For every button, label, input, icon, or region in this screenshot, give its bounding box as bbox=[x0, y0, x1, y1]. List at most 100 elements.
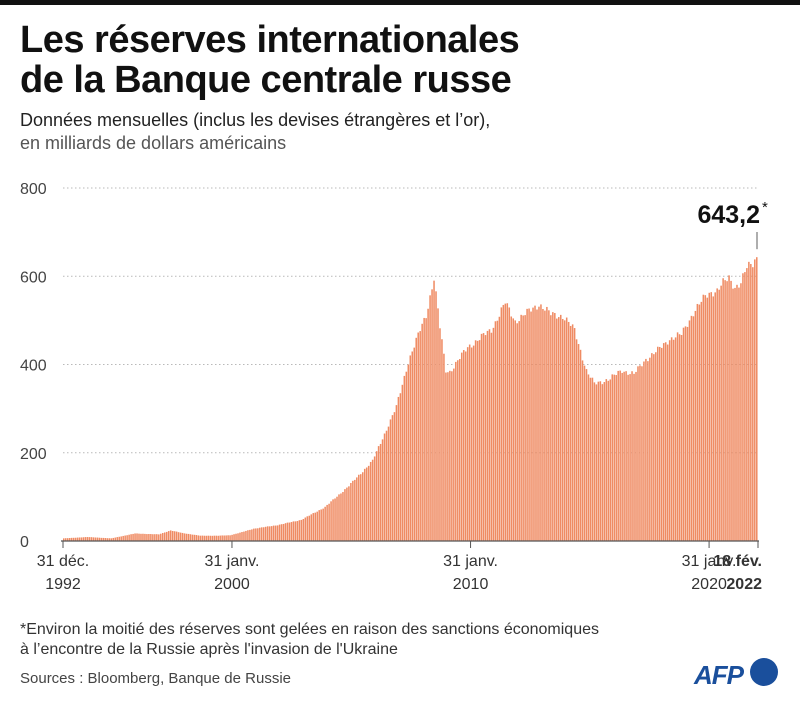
bar bbox=[680, 335, 683, 541]
bar bbox=[233, 534, 235, 541]
y-tick-label: 400 bbox=[20, 358, 47, 375]
bar bbox=[589, 377, 592, 541]
bar bbox=[455, 361, 457, 541]
bar bbox=[447, 372, 449, 541]
bar bbox=[581, 360, 584, 541]
bar bbox=[296, 521, 299, 541]
bar bbox=[78, 537, 81, 541]
bar bbox=[710, 292, 713, 541]
bar bbox=[490, 332, 493, 541]
bar bbox=[619, 370, 621, 541]
bar bbox=[462, 350, 465, 541]
x-tick-label: 18 fév. bbox=[713, 553, 762, 570]
bar bbox=[219, 535, 221, 541]
x-tick-label: 31 janv. bbox=[443, 553, 498, 570]
x-tick-label: 2020 bbox=[691, 576, 727, 593]
bar bbox=[114, 537, 117, 541]
bar bbox=[615, 375, 617, 541]
bar bbox=[276, 525, 279, 541]
bar bbox=[704, 295, 707, 541]
bar bbox=[185, 533, 188, 541]
bar bbox=[627, 374, 629, 541]
bar bbox=[754, 259, 756, 541]
bar bbox=[534, 305, 536, 541]
bar bbox=[261, 527, 263, 541]
bar bbox=[492, 327, 495, 541]
bar bbox=[510, 316, 513, 541]
bar bbox=[270, 526, 273, 541]
bar bbox=[565, 317, 568, 541]
bar bbox=[595, 384, 598, 541]
bar bbox=[528, 308, 530, 541]
bar bbox=[82, 537, 85, 541]
bar bbox=[593, 382, 596, 541]
bar bbox=[431, 289, 433, 541]
bar bbox=[542, 309, 544, 541]
x-axis: 31 déc. 1992 31 janv. 2000 31 janv. 2010 31 ja… bbox=[37, 540, 762, 593]
bar bbox=[635, 371, 637, 541]
bar bbox=[358, 474, 360, 541]
bar bbox=[389, 419, 392, 541]
bar bbox=[68, 538, 71, 541]
bar bbox=[165, 531, 168, 541]
bar bbox=[536, 309, 538, 541]
bar bbox=[177, 532, 180, 541]
bar bbox=[124, 535, 126, 541]
bar-series bbox=[63, 257, 758, 541]
bar bbox=[742, 273, 744, 541]
bar bbox=[653, 354, 655, 541]
bar bbox=[472, 345, 475, 541]
bar bbox=[342, 492, 344, 541]
bar bbox=[546, 306, 548, 541]
bar bbox=[657, 346, 659, 541]
bar bbox=[514, 320, 516, 541]
bar bbox=[714, 292, 716, 541]
bar bbox=[288, 522, 291, 541]
bar bbox=[734, 287, 736, 541]
bar bbox=[318, 510, 320, 541]
bar bbox=[227, 535, 229, 541]
bar bbox=[354, 479, 356, 541]
bar bbox=[435, 291, 437, 541]
bar bbox=[518, 321, 520, 541]
bar bbox=[538, 306, 540, 541]
bar bbox=[326, 504, 328, 541]
bar bbox=[421, 323, 423, 541]
bar bbox=[395, 405, 398, 541]
bar bbox=[379, 443, 382, 541]
afp-logo-dot bbox=[750, 658, 778, 686]
bar bbox=[134, 533, 136, 541]
bar bbox=[310, 514, 313, 541]
chart-subtitle: Données mensuelles (inclus les devises é… bbox=[20, 109, 780, 155]
bar bbox=[253, 528, 255, 541]
bar bbox=[383, 433, 386, 541]
x-tick-label: 2022 bbox=[726, 576, 762, 593]
bar bbox=[659, 346, 661, 541]
bar bbox=[63, 538, 65, 541]
bar bbox=[207, 535, 210, 541]
bar bbox=[571, 324, 574, 541]
bar bbox=[724, 280, 726, 541]
bar bbox=[460, 352, 463, 541]
bar bbox=[272, 525, 275, 541]
bar bbox=[122, 535, 124, 541]
bar bbox=[670, 337, 673, 541]
bar bbox=[457, 360, 459, 541]
bar bbox=[500, 307, 503, 541]
x-tick-label: 31 janv. bbox=[205, 553, 260, 570]
bar bbox=[322, 508, 324, 541]
bar bbox=[698, 304, 701, 541]
footnote-line-1: *Environ la moitié des réserves sont gel… bbox=[20, 621, 599, 638]
bar bbox=[162, 533, 164, 541]
bar bbox=[346, 487, 348, 541]
bar bbox=[649, 357, 651, 541]
bar bbox=[655, 352, 657, 541]
bar bbox=[314, 512, 316, 541]
bar bbox=[692, 316, 695, 541]
bar bbox=[280, 524, 283, 541]
bar bbox=[647, 361, 649, 541]
top-rule bbox=[0, 0, 800, 5]
bar bbox=[662, 343, 665, 541]
bar bbox=[154, 534, 156, 541]
bar bbox=[213, 535, 216, 541]
